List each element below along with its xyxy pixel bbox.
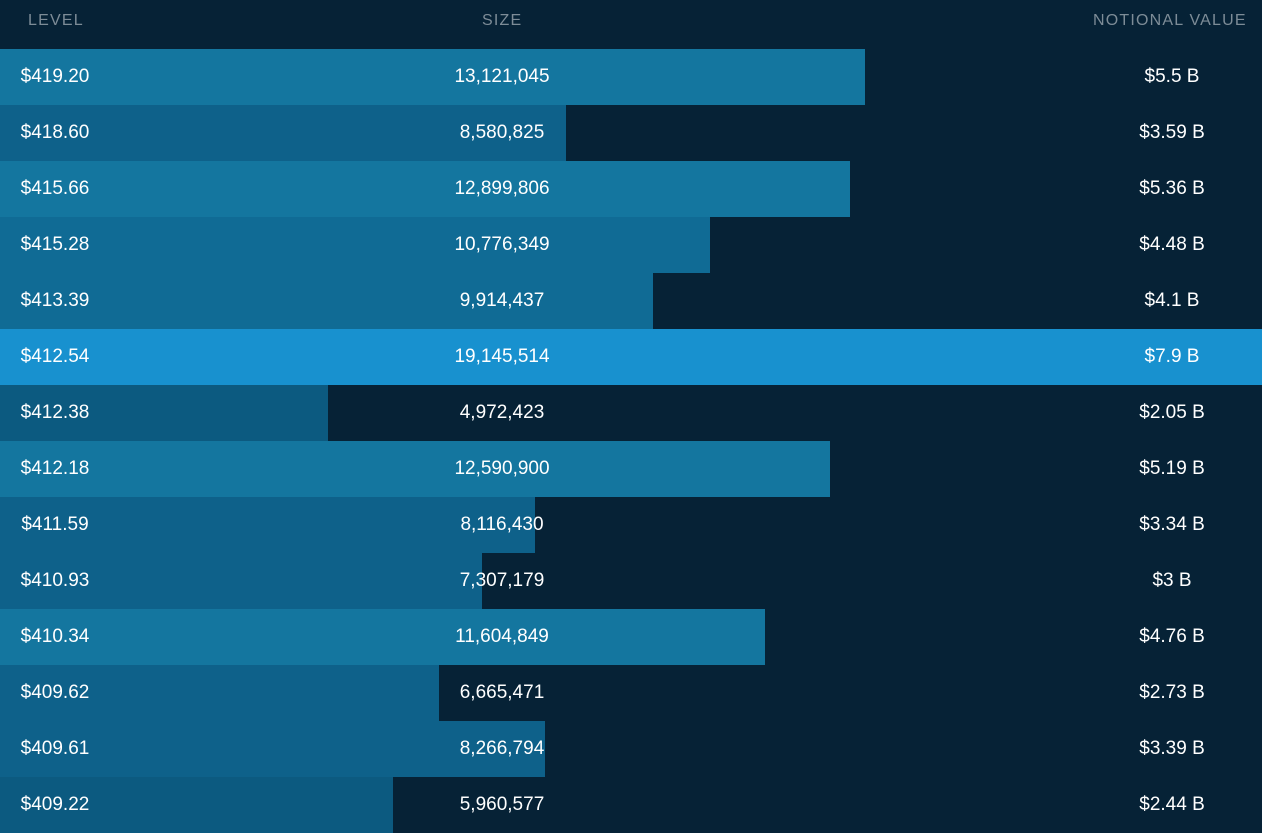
level-cell: $411.59 bbox=[21, 514, 89, 535]
size-bar bbox=[0, 441, 830, 497]
notional-value-cell: $3.59 B bbox=[1139, 122, 1205, 143]
notional-value-cell: $7.9 B bbox=[1144, 346, 1200, 367]
table-row[interactable]: $413.39 9,914,437 $4.1 B bbox=[0, 273, 1262, 329]
size-bar bbox=[0, 217, 710, 273]
column-header-notional-value[interactable]: NOTIONAL VALUE bbox=[1093, 12, 1247, 29]
level-cell: $412.18 bbox=[20, 458, 90, 479]
table-row[interactable]: $410.93 7,307,179 $3 B bbox=[0, 553, 1262, 609]
notional-value-cell: $2.05 B bbox=[1139, 402, 1205, 423]
size-cell: 6,665,471 bbox=[459, 682, 545, 703]
column-header-size[interactable]: SIZE bbox=[482, 12, 523, 29]
table-row[interactable]: $412.54 19,145,514 $7.9 B bbox=[0, 329, 1262, 385]
size-cell: 5,960,577 bbox=[459, 794, 545, 815]
notional-value-cell: $3.39 B bbox=[1139, 738, 1205, 759]
notional-value-cell: $5.36 B bbox=[1139, 178, 1205, 199]
table-row[interactable]: $411.59 8,116,430 $3.34 B bbox=[0, 497, 1262, 553]
notional-value-cell: $4.48 B bbox=[1139, 234, 1205, 255]
table-row[interactable]: $412.38 4,972,423 $2.05 B bbox=[0, 385, 1262, 441]
table-row[interactable]: $412.18 12,590,900 $5.19 B bbox=[0, 441, 1262, 497]
level-cell: $412.38 bbox=[20, 402, 90, 423]
level-cell: $409.61 bbox=[20, 738, 90, 759]
notional-value-cell: $2.73 B bbox=[1139, 682, 1205, 703]
level-cell: $410.34 bbox=[20, 626, 90, 647]
size-bar bbox=[0, 105, 566, 161]
size-cell: 8,116,430 bbox=[460, 514, 544, 535]
size-bar bbox=[0, 385, 328, 441]
size-cell: 12,590,900 bbox=[454, 458, 550, 479]
size-bar bbox=[0, 777, 393, 833]
size-bar bbox=[0, 665, 439, 721]
size-bar bbox=[0, 497, 535, 553]
size-cell: 11,604,849 bbox=[455, 626, 549, 647]
level-cell: $409.62 bbox=[20, 682, 90, 703]
table-row[interactable]: $418.60 8,580,825 $3.59 B bbox=[0, 105, 1262, 161]
notional-value-cell: $3 B bbox=[1152, 570, 1192, 591]
level-cell: $415.66 bbox=[20, 178, 90, 199]
level-cell: $410.93 bbox=[20, 570, 90, 591]
table-header: LEVEL SIZE NOTIONAL VALUE bbox=[0, 0, 1262, 49]
table-row[interactable]: $409.22 5,960,577 $2.44 B bbox=[0, 777, 1262, 833]
table-row[interactable]: $419.20 13,121,045 $5.5 B bbox=[0, 49, 1262, 105]
size-cell: 9,914,437 bbox=[459, 290, 545, 311]
notional-value-cell: $2.44 B bbox=[1139, 794, 1205, 815]
level-cell: $412.54 bbox=[20, 346, 90, 367]
notional-value-cell: $5.19 B bbox=[1139, 458, 1205, 479]
size-bar bbox=[0, 329, 1262, 385]
level-cell: $413.39 bbox=[20, 290, 90, 311]
notional-value-cell: $4.1 B bbox=[1144, 290, 1200, 311]
notional-value-cell: $5.5 B bbox=[1144, 66, 1200, 87]
column-header-level[interactable]: LEVEL bbox=[28, 12, 84, 29]
table-row[interactable]: $409.62 6,665,471 $2.73 B bbox=[0, 665, 1262, 721]
size-bar bbox=[0, 721, 545, 777]
size-cell: 7,307,179 bbox=[459, 570, 545, 591]
size-cell: 4,972,423 bbox=[459, 402, 545, 423]
notional-value-cell: $4.76 B bbox=[1139, 626, 1205, 647]
table-row[interactable]: $410.34 11,604,849 $4.76 B bbox=[0, 609, 1262, 665]
table-row[interactable]: $409.61 8,266,794 $3.39 B bbox=[0, 721, 1262, 777]
size-cell: 13,121,045 bbox=[454, 66, 550, 87]
level-cell: $418.60 bbox=[20, 122, 90, 143]
table-body: $419.20 13,121,045 $5.5 B $418.60 8,580,825 $… bbox=[0, 49, 1262, 833]
size-cell: 8,266,794 bbox=[459, 738, 545, 759]
level-cell: $419.20 bbox=[20, 66, 90, 87]
table-row[interactable]: $415.28 10,776,349 $4.48 B bbox=[0, 217, 1262, 273]
table-row[interactable]: $415.66 12,899,806 $5.36 B bbox=[0, 161, 1262, 217]
size-cell: 12,899,806 bbox=[454, 178, 550, 199]
size-bar bbox=[0, 609, 765, 665]
level-cell: $409.22 bbox=[20, 794, 90, 815]
size-cell: 8,580,825 bbox=[459, 122, 545, 143]
size-bar bbox=[0, 273, 653, 329]
size-cell: 10,776,349 bbox=[454, 234, 550, 255]
size-bar bbox=[0, 161, 850, 217]
size-bar bbox=[0, 49, 865, 105]
size-bar bbox=[0, 553, 482, 609]
level-cell: $415.28 bbox=[20, 234, 90, 255]
notional-value-cell: $3.34 B bbox=[1139, 514, 1205, 535]
size-cell: 19,145,514 bbox=[454, 346, 550, 367]
